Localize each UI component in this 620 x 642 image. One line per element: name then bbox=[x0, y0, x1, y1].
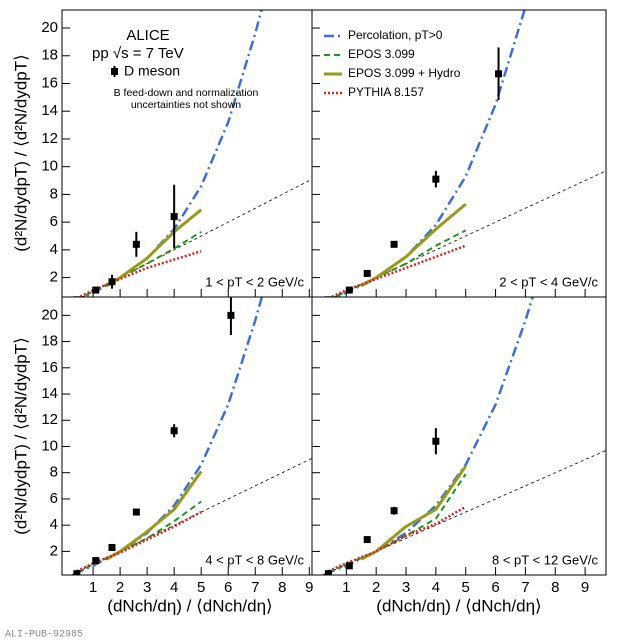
y-tick-label: 18 bbox=[41, 47, 58, 64]
x-tick-label: 9 bbox=[581, 579, 589, 596]
y-tick-label: 4 bbox=[50, 241, 58, 258]
model-curve bbox=[80, 230, 202, 297]
data-point bbox=[363, 269, 371, 277]
panel-label: 4 < pT < 8 GeV/c bbox=[205, 552, 304, 567]
legend-label: EPOS 3.099 bbox=[348, 47, 415, 61]
legend-label: Percolation, pT>0 bbox=[348, 28, 443, 42]
x-tick-label: 7 bbox=[251, 579, 259, 596]
data-point bbox=[170, 213, 178, 221]
x-tick-label: 2 bbox=[116, 579, 124, 596]
x-tick-label: 3 bbox=[402, 579, 410, 596]
model-curve bbox=[105, 470, 203, 561]
x-tick-label: 8 bbox=[551, 579, 559, 596]
frame bbox=[311, 296, 607, 576]
y-tick-label: 2 bbox=[50, 542, 58, 559]
y-tick-label: 8 bbox=[50, 185, 58, 202]
data-point bbox=[92, 557, 100, 565]
data-point bbox=[227, 311, 235, 319]
legend-label: D meson bbox=[124, 63, 180, 79]
plot-area bbox=[73, 10, 312, 297]
x-tick-label: 6 bbox=[224, 579, 232, 596]
plot-area bbox=[71, 297, 312, 575]
y-tick-label: 2 bbox=[50, 269, 58, 286]
reference-line bbox=[322, 450, 606, 575]
y-tick-label: 18 bbox=[41, 333, 58, 350]
model-curve bbox=[328, 244, 467, 297]
x-tick-label: 5 bbox=[197, 579, 205, 596]
y-tick-label: 12 bbox=[41, 130, 58, 147]
y-axis-label: (d²N/dydpT) / ⟨d²N/dydpT⟩ bbox=[11, 54, 30, 251]
x-tick-label: 8 bbox=[278, 579, 286, 596]
x-tick-label: 6 bbox=[491, 579, 499, 596]
data-point bbox=[495, 70, 503, 78]
y-tick-label: 16 bbox=[41, 74, 58, 91]
data-point bbox=[73, 570, 81, 575]
data-point bbox=[432, 437, 440, 445]
model-curve bbox=[76, 500, 202, 574]
model-curve bbox=[332, 10, 526, 297]
y-tick-label: 20 bbox=[41, 306, 58, 323]
legend-label: PYTHIA 8.157 bbox=[348, 85, 424, 99]
x-tick-label: 3 bbox=[143, 579, 151, 596]
model-curve bbox=[76, 250, 202, 297]
data-point bbox=[170, 427, 178, 435]
x-axis-label: (dNch/dη) / ⟨dNch/dη⟩ bbox=[107, 596, 272, 615]
x-tick-label: 9 bbox=[305, 579, 313, 596]
data-point bbox=[108, 543, 116, 551]
data-point bbox=[108, 278, 116, 286]
x-tick-label: 7 bbox=[521, 579, 529, 596]
x-tick-label: 4 bbox=[432, 579, 440, 596]
y-tick-label: 12 bbox=[41, 411, 58, 428]
plot-area bbox=[324, 10, 606, 297]
y-tick-label: 10 bbox=[41, 437, 58, 454]
watermark: ALI-PUB-92985 bbox=[5, 630, 83, 641]
model-curve bbox=[105, 208, 203, 288]
x-tick-label: 1 bbox=[89, 579, 97, 596]
model-curve bbox=[360, 202, 467, 288]
y-tick-label: 4 bbox=[50, 516, 58, 533]
data-point bbox=[432, 175, 440, 183]
data-point bbox=[132, 240, 140, 248]
model-curve bbox=[324, 297, 535, 575]
data-point bbox=[345, 286, 353, 294]
system: pp √s = 7 TeV bbox=[92, 45, 184, 62]
data-point bbox=[390, 507, 398, 515]
x-tick-label: 2 bbox=[372, 579, 380, 596]
y-axis-label: (d²N/dydpT) / ⟨d²N/dydpT⟩ bbox=[11, 337, 30, 534]
y-tick-label: 20 bbox=[41, 19, 58, 36]
legend-label: EPOS 3.099 + Hydro bbox=[348, 66, 461, 80]
y-tick-label: 16 bbox=[41, 359, 58, 376]
y-tick-label: 8 bbox=[50, 464, 58, 481]
y-tick-label: 14 bbox=[41, 102, 58, 119]
y-tick-label: 6 bbox=[50, 490, 58, 507]
x-tick-label: 4 bbox=[170, 579, 178, 596]
x-axis-label: (dNch/dη) / ⟨dNch/dη⟩ bbox=[376, 596, 541, 615]
data-point bbox=[363, 536, 371, 544]
model-curve bbox=[76, 510, 202, 573]
panel-label: 2 < pT < 4 GeV/c bbox=[499, 274, 598, 289]
y-tick-label: 10 bbox=[41, 158, 58, 175]
data-point bbox=[132, 508, 140, 516]
frame bbox=[61, 296, 313, 576]
model-curve bbox=[327, 505, 467, 573]
plot-area bbox=[322, 297, 606, 575]
model-curve bbox=[327, 473, 467, 574]
model-curve bbox=[73, 297, 264, 575]
data-point bbox=[324, 570, 332, 575]
data-point bbox=[345, 562, 353, 570]
y-tick-label: 6 bbox=[50, 213, 58, 230]
model-curve bbox=[360, 465, 467, 561]
note: B feed-down and normalization bbox=[114, 87, 259, 99]
x-tick-label: 1 bbox=[342, 579, 350, 596]
experiment: ALICE bbox=[126, 27, 169, 44]
note: uncertainties not shown bbox=[131, 99, 241, 111]
panel-label: 1 < pT < 2 GeV/c bbox=[205, 274, 304, 289]
panel-label: 8 < pT < 12 GeV/c bbox=[492, 552, 598, 567]
data-point bbox=[92, 286, 100, 294]
x-tick-label: 5 bbox=[462, 579, 470, 596]
y-tick-label: 14 bbox=[41, 385, 58, 402]
data-point bbox=[390, 240, 398, 248]
